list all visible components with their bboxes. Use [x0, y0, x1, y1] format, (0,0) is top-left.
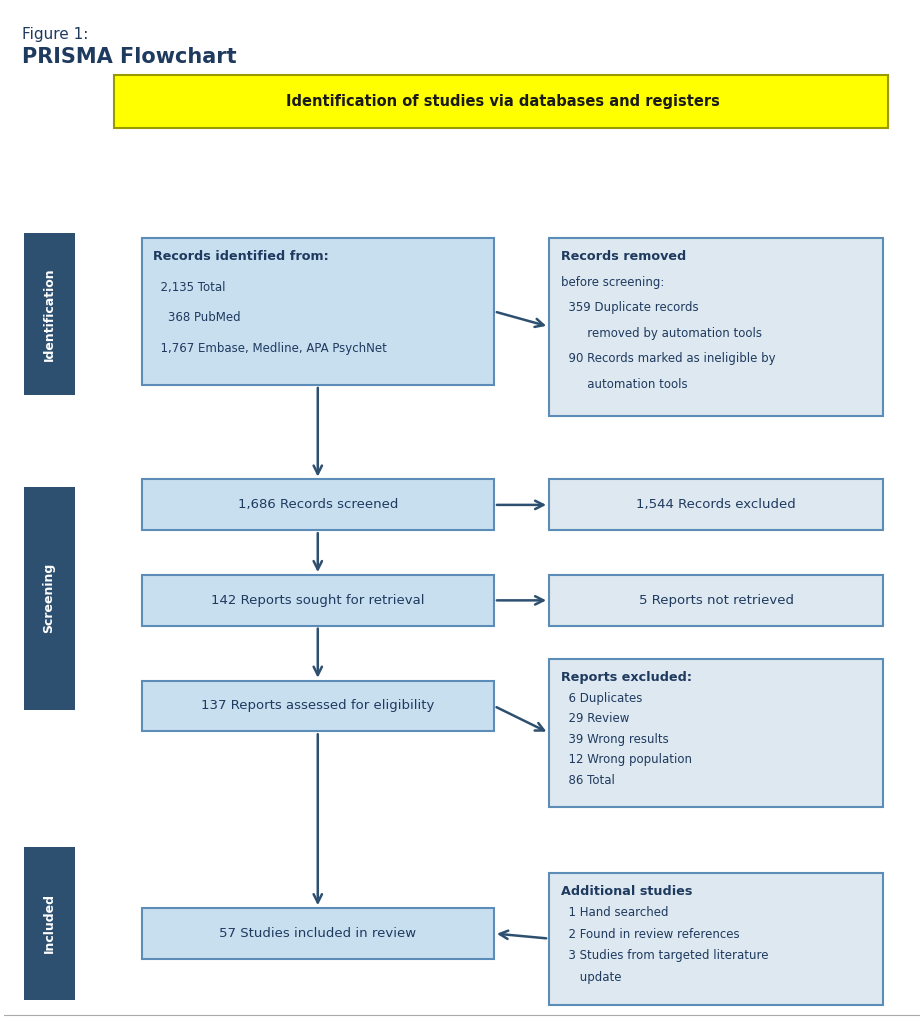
Text: Identification of studies via databases and registers: Identification of studies via databases … — [286, 94, 720, 110]
Text: Additional studies: Additional studies — [561, 885, 692, 898]
FancyBboxPatch shape — [549, 479, 883, 530]
Text: PRISMA Flowchart: PRISMA Flowchart — [22, 47, 237, 67]
Text: 2 Found in review references: 2 Found in review references — [561, 928, 739, 941]
Text: 1,767 Embase, Medline, APA PsychNet: 1,767 Embase, Medline, APA PsychNet — [153, 342, 387, 355]
FancyBboxPatch shape — [24, 486, 75, 710]
FancyBboxPatch shape — [141, 574, 494, 626]
FancyBboxPatch shape — [24, 232, 75, 395]
Text: 142 Reports sought for retrieval: 142 Reports sought for retrieval — [211, 594, 424, 607]
Text: Records identified from:: Records identified from: — [153, 250, 329, 263]
Text: 6 Duplicates: 6 Duplicates — [561, 692, 642, 705]
Text: Included: Included — [43, 893, 55, 953]
FancyBboxPatch shape — [549, 238, 883, 416]
FancyBboxPatch shape — [549, 872, 883, 1005]
Text: 2,135 Total: 2,135 Total — [153, 281, 226, 294]
Text: 137 Reports assessed for eligibility: 137 Reports assessed for eligibility — [201, 699, 434, 713]
Text: Identification: Identification — [43, 267, 55, 360]
Text: 1,544 Records excluded: 1,544 Records excluded — [637, 499, 796, 511]
Text: Reports excluded:: Reports excluded: — [561, 672, 692, 684]
Text: 86 Total: 86 Total — [561, 774, 614, 786]
Text: update: update — [561, 971, 622, 984]
Text: automation tools: automation tools — [561, 378, 687, 391]
FancyBboxPatch shape — [114, 75, 888, 128]
Text: 39 Wrong results: 39 Wrong results — [561, 733, 669, 745]
Text: 29 Review: 29 Review — [561, 713, 629, 725]
Text: before screening:: before screening: — [561, 275, 664, 289]
FancyBboxPatch shape — [24, 847, 75, 999]
Text: 12 Wrong population: 12 Wrong population — [561, 754, 692, 766]
FancyBboxPatch shape — [141, 238, 494, 385]
FancyBboxPatch shape — [549, 659, 883, 807]
Text: 3 Studies from targeted literature: 3 Studies from targeted literature — [561, 949, 769, 963]
FancyBboxPatch shape — [141, 908, 494, 958]
Text: 359 Duplicate records: 359 Duplicate records — [561, 301, 699, 314]
Text: 57 Studies included in review: 57 Studies included in review — [219, 927, 417, 940]
Text: 1,686 Records screened: 1,686 Records screened — [237, 499, 398, 511]
Text: 368 PubMed: 368 PubMed — [153, 311, 241, 325]
Text: 90 Records marked as ineligible by: 90 Records marked as ineligible by — [561, 352, 775, 366]
FancyBboxPatch shape — [141, 681, 494, 731]
FancyBboxPatch shape — [549, 574, 883, 626]
Text: 5 Reports not retrieved: 5 Reports not retrieved — [638, 594, 794, 607]
Text: removed by automation tools: removed by automation tools — [561, 327, 762, 340]
Text: 1 Hand searched: 1 Hand searched — [561, 906, 668, 920]
Text: Figure 1:: Figure 1: — [22, 27, 89, 42]
FancyBboxPatch shape — [141, 479, 494, 530]
Text: Records removed: Records removed — [561, 250, 687, 263]
Text: Screening: Screening — [43, 563, 55, 634]
